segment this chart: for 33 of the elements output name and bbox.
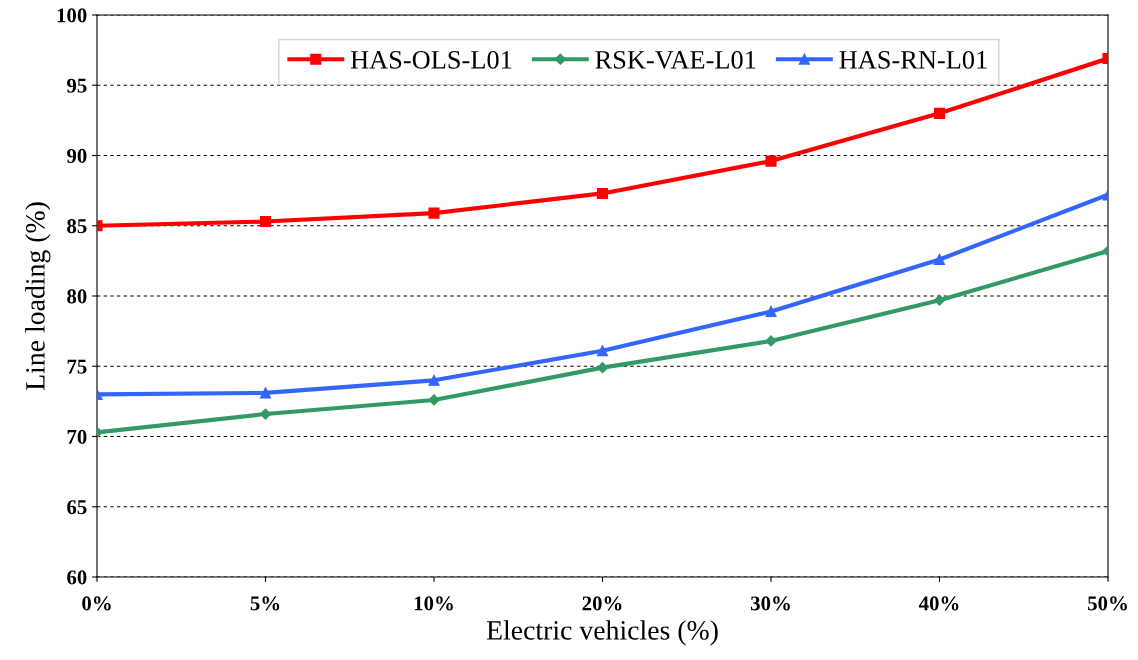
x-axis-title: Electric vehicles (%) <box>486 620 718 646</box>
point <box>428 207 440 219</box>
x-tick-label: 30% <box>750 596 790 611</box>
point <box>259 387 272 399</box>
point <box>259 408 272 420</box>
point <box>259 215 272 228</box>
legend-label: RSK-VAE-L01 <box>595 50 756 69</box>
point <box>933 253 946 266</box>
legend-label: HAS-OLS-L01 <box>350 50 512 69</box>
x-tick-label: 40% <box>918 596 959 611</box>
point <box>933 107 946 119</box>
x-tick-label: 50% <box>1088 596 1127 611</box>
point <box>933 294 946 306</box>
y-tick-label: 80 <box>67 289 87 304</box>
y-tick-label: 100 <box>57 8 87 23</box>
point <box>596 187 609 199</box>
point <box>428 374 440 386</box>
x-tick-label: 5% <box>250 596 280 611</box>
x-tick-label: 20% <box>582 596 622 611</box>
x-tick-label: 0% <box>82 596 111 611</box>
y-tick-label: 90 <box>67 148 87 163</box>
y-tick-label: 60 <box>67 570 87 585</box>
y-tick-label: 95 <box>67 78 87 93</box>
y-tick-label: 85 <box>67 219 87 234</box>
y-tick-label: 65 <box>67 500 87 515</box>
point <box>765 305 777 318</box>
y-tick-label: 75 <box>67 359 87 374</box>
point <box>596 345 609 357</box>
legend-label: HAS-RN-L01 <box>839 50 987 69</box>
x-tick-label: 10% <box>414 596 453 611</box>
y-axis-title: Line loading (%) <box>25 202 51 391</box>
point <box>765 155 777 167</box>
y-tick-label: 70 <box>67 429 87 444</box>
